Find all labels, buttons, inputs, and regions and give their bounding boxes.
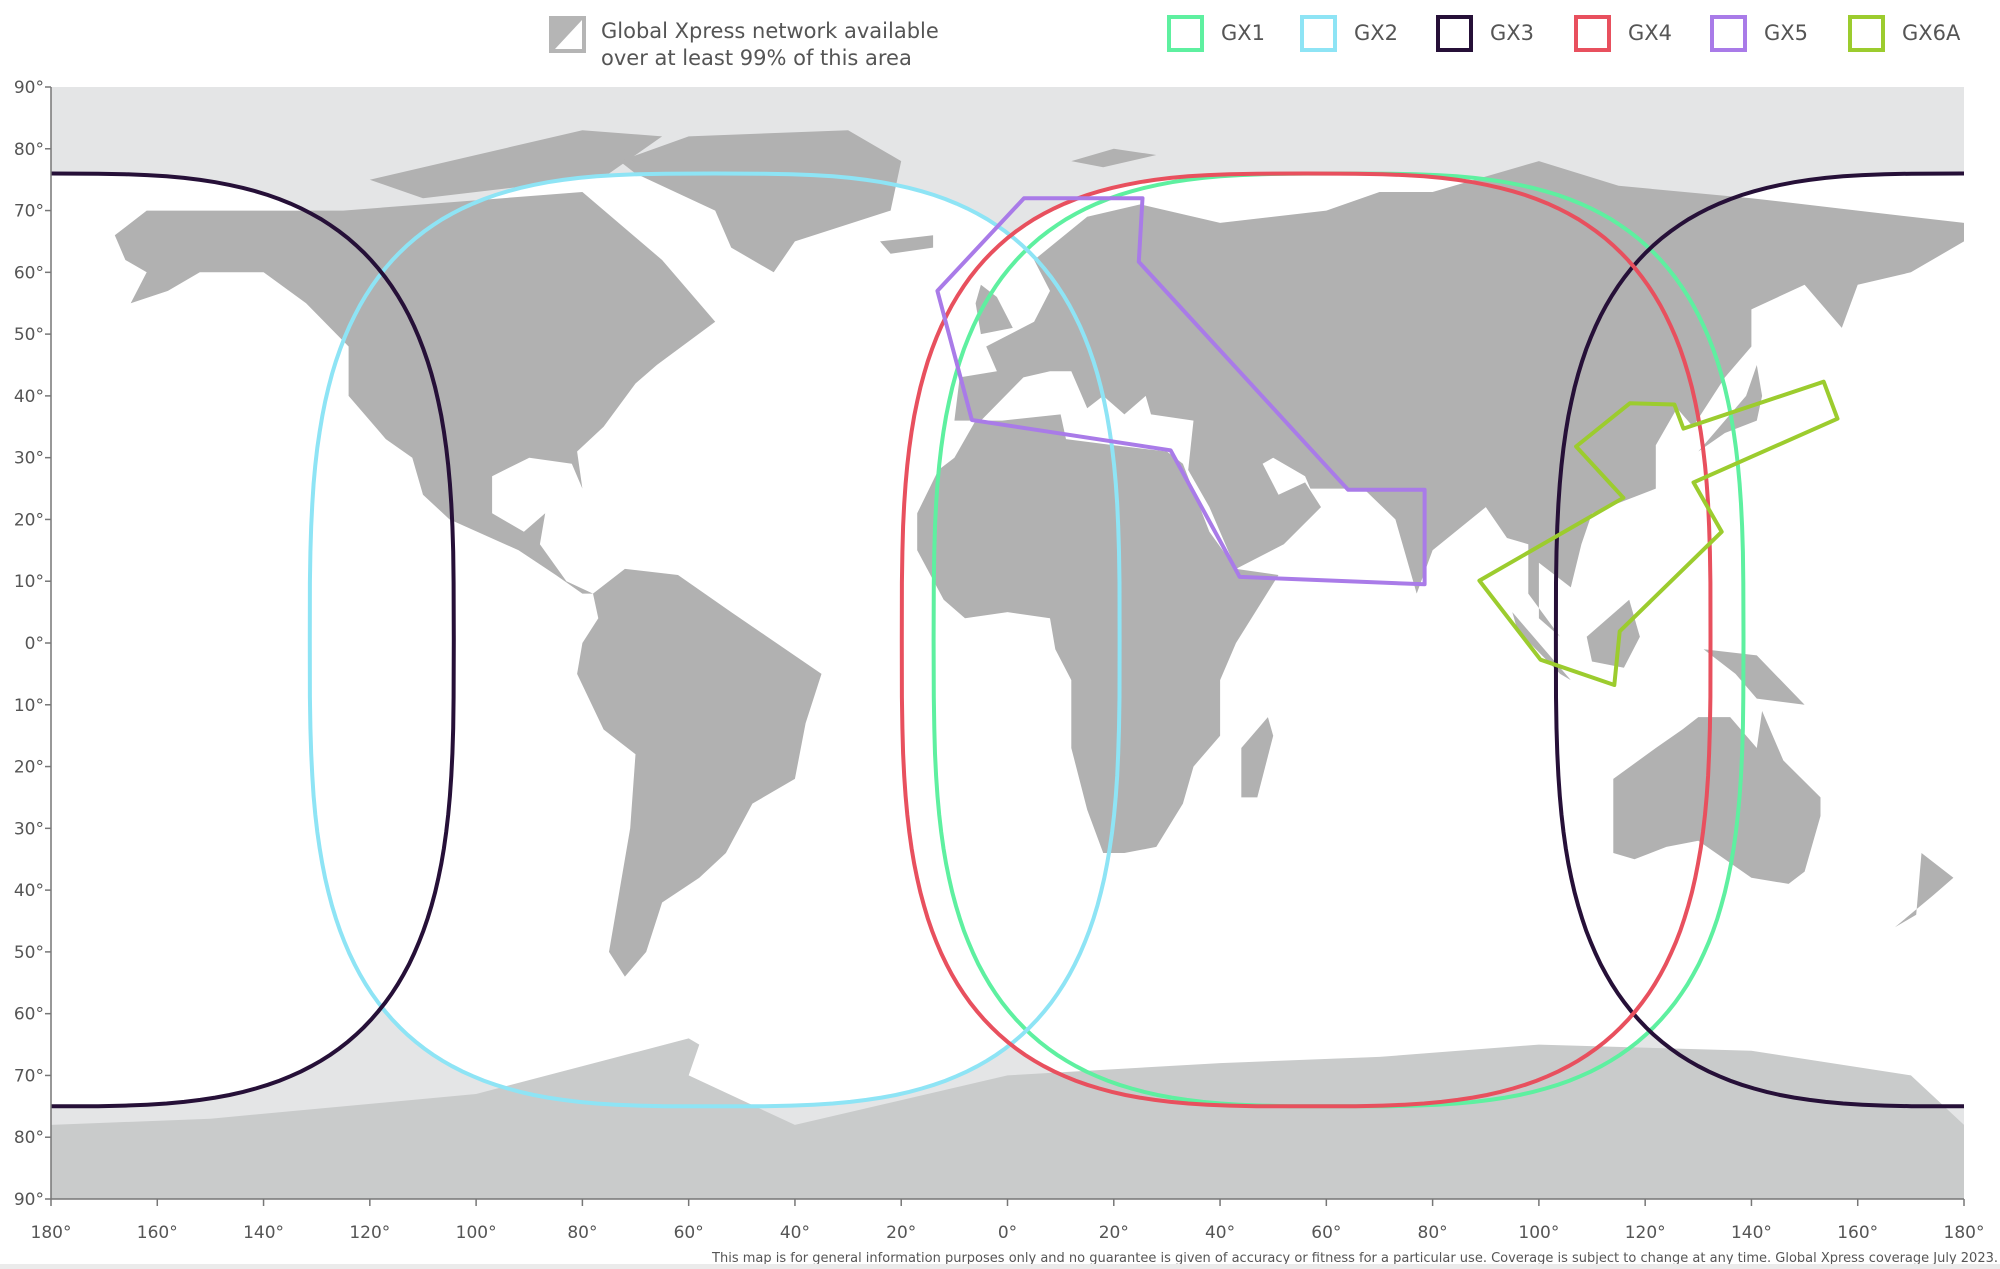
legend-label: GX3 xyxy=(1490,21,1534,45)
lon-tick-label: 40° xyxy=(1205,1223,1235,1243)
land-canadian-arctic xyxy=(369,130,663,199)
legend-label: GX4 xyxy=(1628,21,1672,45)
lat-tick-label: 80° xyxy=(14,1128,44,1148)
availability-text-line1: Global Xpress network available xyxy=(601,19,939,43)
land-south-america xyxy=(577,568,822,977)
beam-outline-gx6a xyxy=(1477,379,1840,687)
lat-tick-label: 50° xyxy=(14,325,44,345)
lat-tick-label: 20° xyxy=(14,758,44,778)
availability-swatch-icon xyxy=(549,16,586,53)
beam-outline-gx3 xyxy=(1553,171,1964,1109)
legend-item-gx5: GX5 xyxy=(1710,15,1808,52)
legend-item-gx2: GX2 xyxy=(1300,15,1398,52)
lon-tick-label: 100° xyxy=(456,1223,497,1243)
lat-tick-label: 40° xyxy=(14,881,44,901)
lon-tick-label: 180° xyxy=(31,1223,72,1243)
legend-swatch-icon xyxy=(1710,15,1747,52)
lat-tick-label: 0° xyxy=(25,634,44,654)
legend-swatch-icon xyxy=(1300,15,1337,52)
lat-tick-label: 70° xyxy=(14,1066,44,1086)
lat-tick-label: 70° xyxy=(14,202,44,222)
legend-swatch-icon xyxy=(1167,15,1204,52)
legend-swatch-icon xyxy=(1436,15,1473,52)
lon-tick-label: 100° xyxy=(1518,1223,1559,1243)
lat-tick-label: 50° xyxy=(14,943,44,963)
lat-tick-label: 20° xyxy=(14,510,44,530)
land-eurasia xyxy=(954,161,1964,637)
bottom-bar xyxy=(0,1264,2000,1269)
land-svalbard xyxy=(1071,148,1157,168)
lon-tick-label: 20° xyxy=(886,1223,916,1243)
lon-tick-label: 60° xyxy=(674,1223,704,1243)
land-madagascar xyxy=(1241,717,1274,798)
lon-tick-label: 80° xyxy=(567,1223,597,1243)
lon-tick-label: 20° xyxy=(1099,1223,1129,1243)
land-africa xyxy=(917,414,1279,853)
lat-tick-label: 40° xyxy=(14,387,44,407)
land-iceland xyxy=(880,235,934,254)
legend-label: GX5 xyxy=(1764,21,1808,45)
lon-tick-label: 140° xyxy=(243,1223,284,1243)
legend-label: GX6A xyxy=(1902,21,1961,45)
lon-tick-label: 140° xyxy=(1731,1223,1772,1243)
legend-swatch-icon xyxy=(1574,15,1611,52)
land-new-zealand xyxy=(1894,853,1954,928)
land-new-guinea xyxy=(1703,649,1805,705)
land-north-america xyxy=(114,192,716,594)
beam-outline-gx3 xyxy=(51,171,456,1109)
lat-tick-label: 30° xyxy=(14,449,44,469)
legend-swatch-icon xyxy=(1848,15,1885,52)
lon-tick-label: 0° xyxy=(998,1223,1017,1243)
lat-tick-label: 10° xyxy=(14,572,44,592)
legend-label: GX1 xyxy=(1221,21,1265,45)
land-australia xyxy=(1613,711,1821,884)
lon-tick-label: 60° xyxy=(1311,1223,1341,1243)
land-antarctica xyxy=(51,1038,1964,1199)
lon-tick-label: 160° xyxy=(1837,1223,1878,1243)
availability-text-line2: over at least 99% of this area xyxy=(601,46,912,70)
lat-tick-label: 30° xyxy=(14,819,44,839)
lon-tick-label: 160° xyxy=(137,1223,178,1243)
legend-item-gx1: GX1 xyxy=(1167,15,1265,52)
lat-tick-label: 60° xyxy=(14,263,44,283)
lon-tick-label: 120° xyxy=(1625,1223,1666,1243)
beam-fill-gx3 xyxy=(51,173,454,1107)
map-area xyxy=(51,87,1964,1199)
lon-tick-label: 120° xyxy=(349,1223,390,1243)
land-greenland xyxy=(619,130,902,273)
beam-outline-gx1 xyxy=(931,171,1746,1109)
lat-tick-label: 90° xyxy=(14,1190,44,1210)
lat-tick-label: 90° xyxy=(14,78,44,98)
beam-outline-gx4 xyxy=(899,171,1713,1109)
lat-tick-label: 60° xyxy=(14,1005,44,1025)
land-great-britain xyxy=(975,284,1013,335)
lon-tick-label: 80° xyxy=(1418,1223,1448,1243)
legend: Global Xpress network available over at … xyxy=(549,15,1961,70)
legend-label: GX2 xyxy=(1354,21,1398,45)
legend-item-gx6a: GX6A xyxy=(1848,15,1961,52)
legend-item-gx3: GX3 xyxy=(1436,15,1534,52)
lon-tick-label: 40° xyxy=(780,1223,810,1243)
beam-outline-gx2 xyxy=(307,171,1122,1109)
lat-tick-label: 80° xyxy=(14,140,44,160)
lat-tick-label: 10° xyxy=(14,696,44,716)
beam-outline-gx5 xyxy=(935,196,1427,587)
lon-tick-label: 180° xyxy=(1944,1223,1985,1243)
footer-disclaimer: This map is for general information purp… xyxy=(711,1251,1998,1266)
legend-item-gx4: GX4 xyxy=(1574,15,1672,52)
land-borneo xyxy=(1586,599,1640,668)
